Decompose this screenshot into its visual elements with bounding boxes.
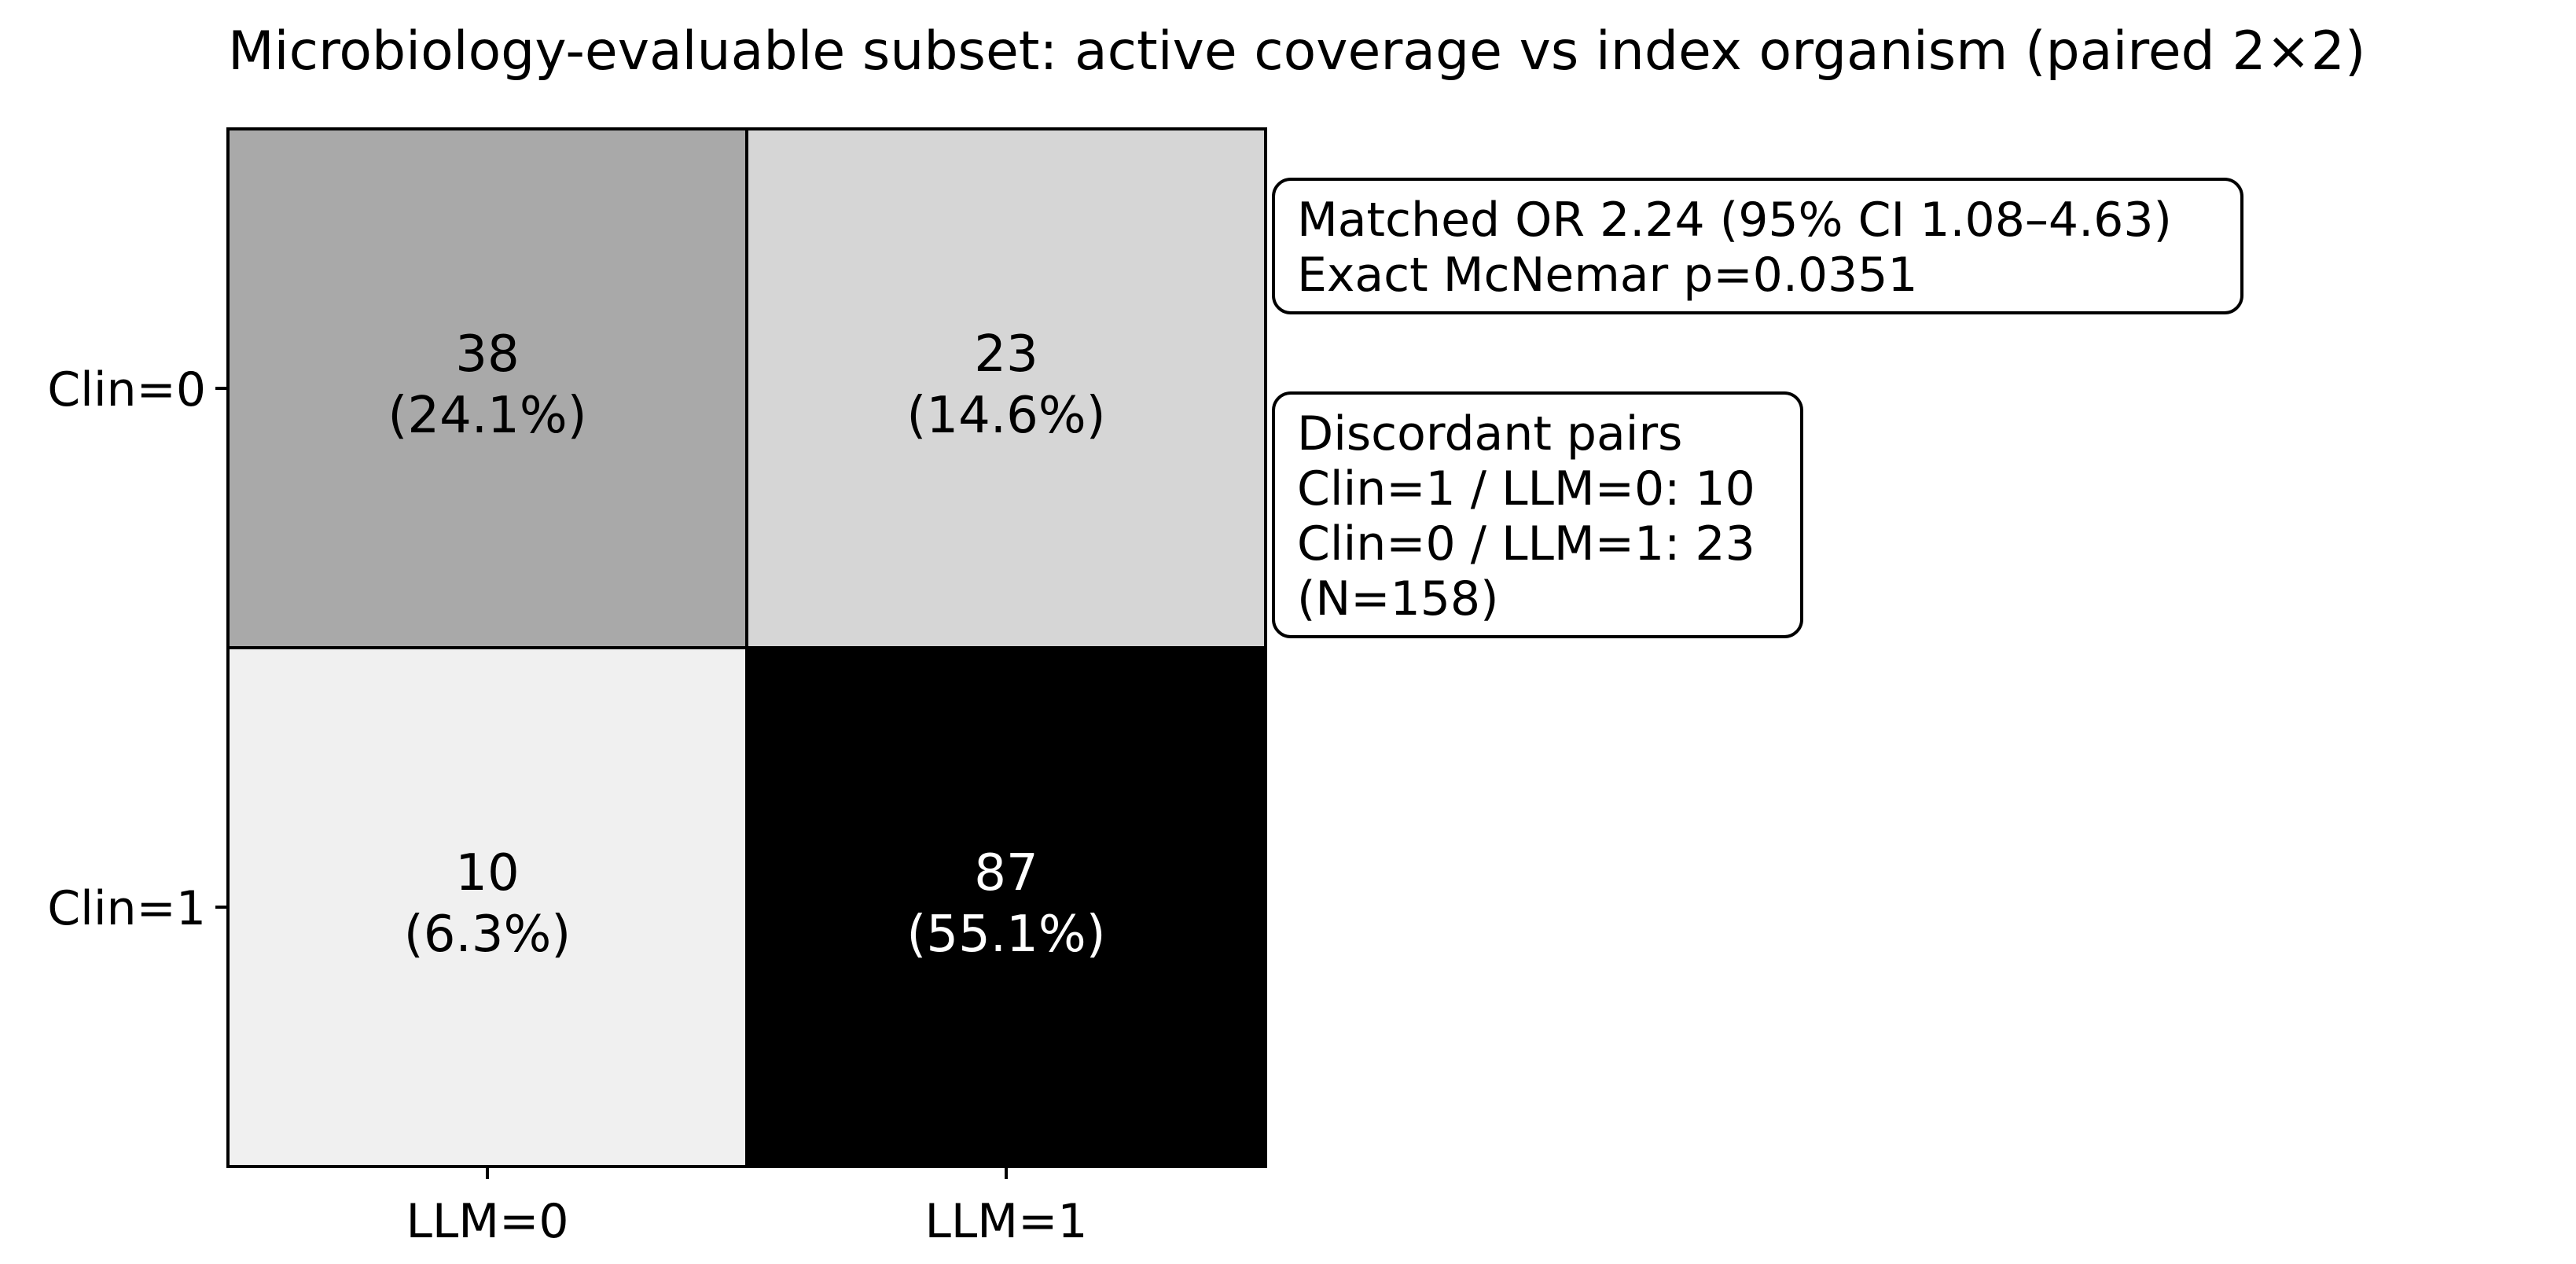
annotation-line: Exact McNemar p=0.0351 (1297, 248, 1918, 303)
annotation-line: Discordant pairs (1297, 406, 1682, 461)
annotation-line: Clin=0 / LLM=1: 23 (1297, 516, 1755, 571)
plot-frame (226, 127, 1267, 1168)
annotation-frame (1272, 178, 2243, 314)
annotation-box-1: Matched OR 2.24 (95% CI 1.08–4.63)Exact … (1272, 178, 2243, 314)
y-tick-label: Clin=0 (47, 362, 206, 417)
heatmap-cell-r1-c0 (226, 646, 748, 1168)
heatmap-cell-r0-c0 (226, 127, 748, 649)
cell-percent-label: (6.3%) (404, 906, 571, 964)
chart-title: Microbiology-evaluable subset: active co… (228, 20, 2365, 83)
cell-percent-label: (14.6%) (906, 387, 1105, 445)
annotations: Matched OR 2.24 (95% CI 1.08–4.63)Exact … (1272, 178, 2243, 638)
cell-count-label: 10 (455, 844, 519, 902)
cell-percent-label: (24.1%) (388, 387, 586, 445)
cell-count-label: 38 (455, 325, 519, 384)
heatmap-cell-r1-c1 (745, 646, 1267, 1168)
x-tick-label: LLM=0 (406, 1194, 568, 1249)
annotation-frame (1272, 391, 1803, 638)
cell-count-label: 87 (974, 844, 1038, 902)
annotation-line: (N=158) (1297, 571, 1499, 626)
heatmap-cells (226, 127, 1267, 1168)
axes: Clin=0 Clin=1 LLM=0 LLM=1 (47, 127, 1267, 1249)
cell-count-label: 23 (974, 325, 1038, 384)
y-tick-label: Clin=1 (47, 881, 206, 936)
x-tick-label: LLM=1 (924, 1194, 1087, 1249)
heatmap-cell-r0-c1 (745, 127, 1267, 649)
cell-labels: 38(24.1%) 23(14.6%) 10(6.3%) 87(55.1%) (388, 325, 1105, 964)
annotation-line: Clin=1 / LLM=0: 10 (1297, 461, 1755, 516)
cell-percent-label: (55.1%) (906, 906, 1105, 964)
annotation-line: Matched OR 2.24 (95% CI 1.08–4.63) (1297, 193, 2172, 248)
